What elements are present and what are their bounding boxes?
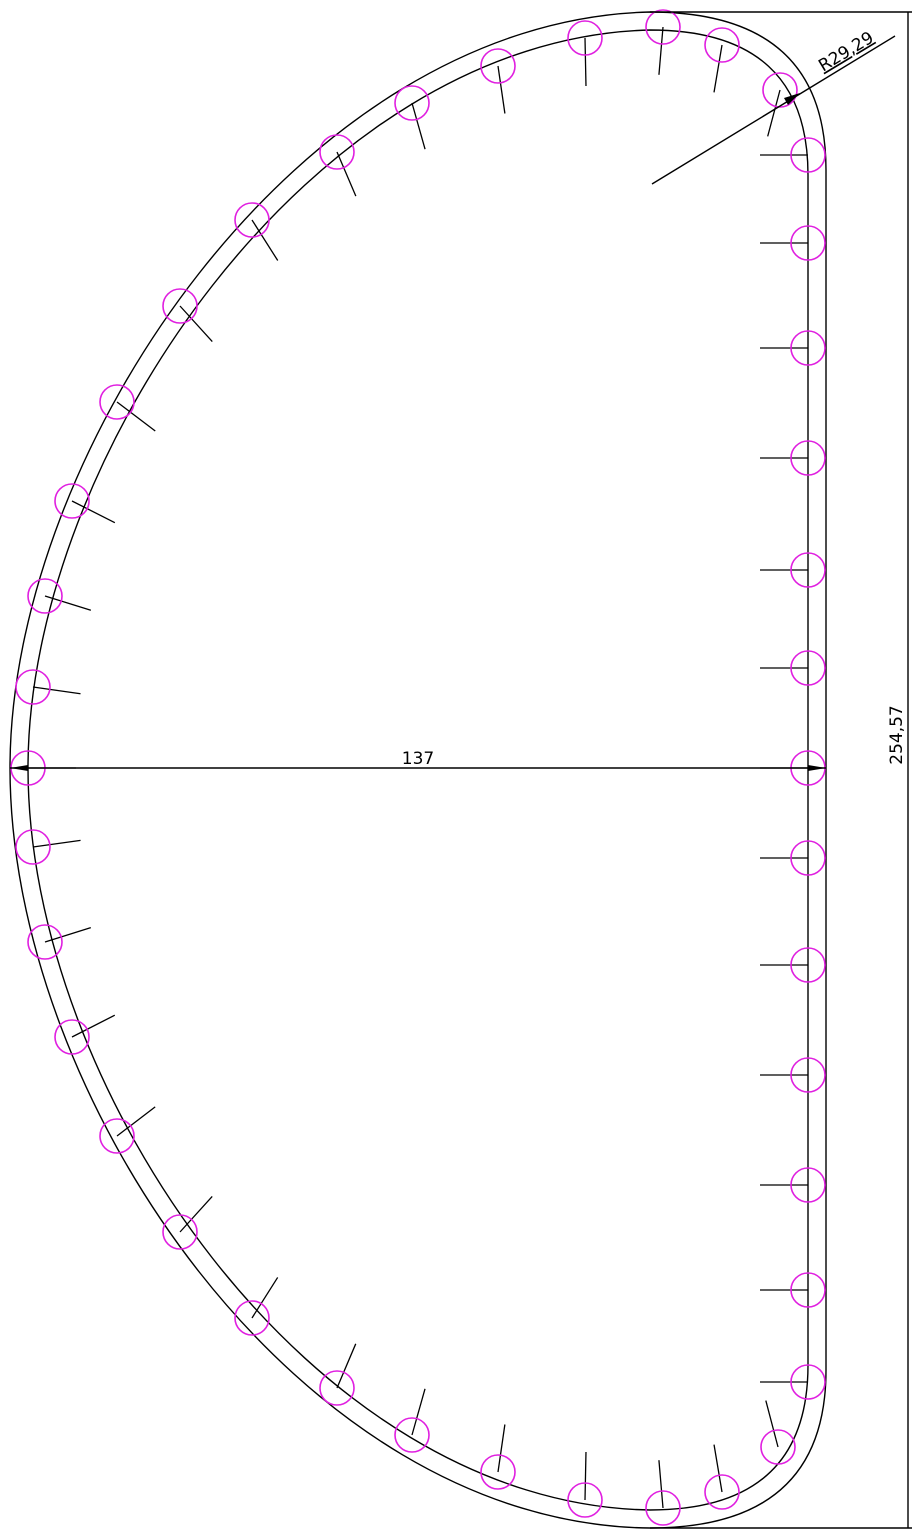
hole <box>762 72 798 108</box>
hole <box>480 1454 516 1490</box>
hole <box>790 330 826 366</box>
holes <box>10 9 826 1526</box>
hole <box>790 552 826 588</box>
hole <box>27 924 63 960</box>
hole <box>567 20 603 56</box>
hole-tick <box>116 401 156 432</box>
hole-tick <box>584 37 587 87</box>
hole-tick <box>71 500 116 524</box>
hole-tick <box>584 1451 587 1501</box>
hole-tick <box>497 65 506 114</box>
hole-tick <box>336 1343 357 1389</box>
hole-tick <box>713 1444 723 1493</box>
outer-contour <box>9 11 827 1529</box>
arrow <box>808 765 826 771</box>
hole <box>704 27 740 63</box>
hole-tick <box>251 1277 279 1319</box>
hole <box>319 1370 355 1406</box>
hole-tick <box>658 26 664 75</box>
hole-tick <box>411 1388 426 1436</box>
hole-tick <box>713 44 723 93</box>
hole <box>99 384 135 420</box>
hole <box>790 650 826 686</box>
hole <box>790 1057 826 1093</box>
hole <box>394 1417 430 1453</box>
width-label: 137 <box>402 749 434 769</box>
hole <box>27 578 63 614</box>
arrow <box>784 93 800 105</box>
hole <box>790 1167 826 1203</box>
hole <box>15 829 51 865</box>
hole-tick <box>71 1014 116 1038</box>
hole <box>99 1118 135 1154</box>
hole <box>54 483 90 519</box>
hole <box>54 1019 90 1055</box>
hole-tick <box>32 839 81 848</box>
hole-tick <box>179 305 213 342</box>
hole <box>567 1482 603 1518</box>
hole <box>790 137 826 173</box>
hole-tick <box>336 151 357 197</box>
hole-tick <box>116 1106 156 1137</box>
hole <box>162 1214 198 1250</box>
hole <box>319 134 355 170</box>
hole-tick <box>179 1195 213 1233</box>
hole-tick <box>767 89 781 137</box>
hole <box>234 202 270 238</box>
hole-tick <box>251 219 279 261</box>
arrow <box>10 765 28 771</box>
height-label: 254,57 <box>887 705 907 764</box>
hole <box>645 9 681 45</box>
hole-tick <box>32 686 81 695</box>
hole <box>234 1300 270 1336</box>
hole <box>790 947 826 983</box>
hole <box>760 1429 796 1465</box>
hole <box>704 1474 740 1510</box>
hole <box>162 288 198 324</box>
hole-tick <box>44 595 92 611</box>
hole <box>15 669 51 705</box>
hole-tick <box>765 1400 779 1448</box>
hole <box>790 440 826 476</box>
hole <box>790 225 826 261</box>
hole-tick <box>497 1424 506 1473</box>
inner-contour <box>27 29 809 1511</box>
hole-tick <box>44 927 91 943</box>
hole <box>480 48 516 84</box>
radius-leader <box>651 35 896 185</box>
hole <box>790 840 826 876</box>
hole-tick <box>411 102 426 150</box>
hole <box>790 1364 826 1400</box>
hole <box>790 1272 826 1308</box>
hole <box>645 1490 681 1526</box>
hole-tick <box>658 1460 664 1509</box>
hole <box>394 85 430 121</box>
